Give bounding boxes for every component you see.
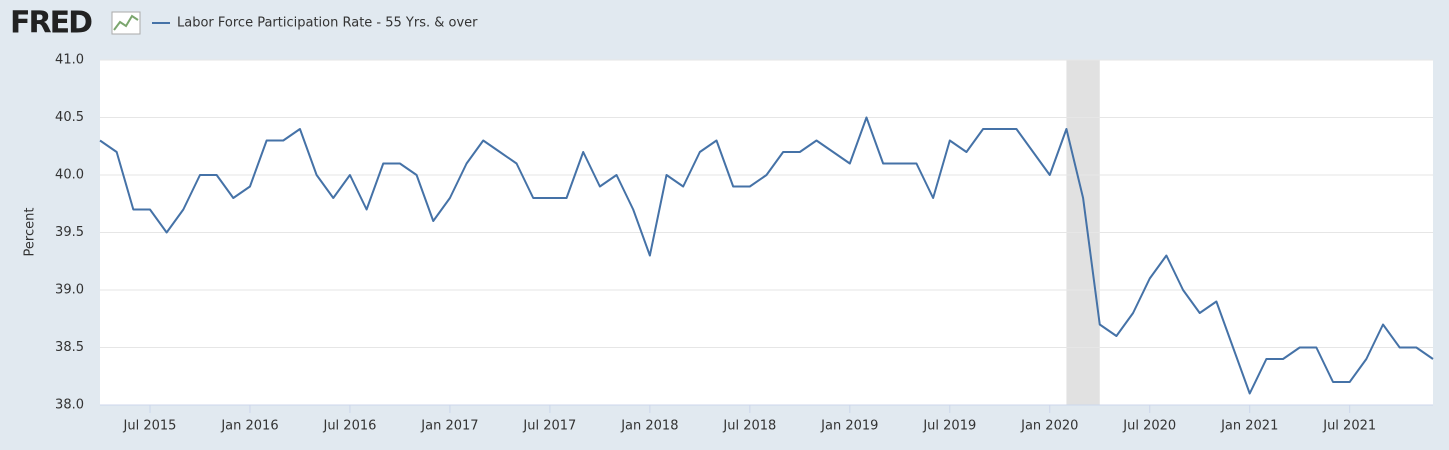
x-tick-label: Jan 2019 (820, 419, 878, 434)
y-tick-label: 38.5 (55, 340, 84, 355)
y-axis-label: Percent (23, 208, 38, 257)
y-tick-label: 40.5 (55, 110, 84, 125)
x-tick-label: Jan 2020 (1020, 419, 1078, 434)
y-tick-label: 38.0 (55, 398, 84, 413)
logo-icon (111, 11, 141, 35)
legend-label: Labor Force Participation Rate - 55 Yrs.… (177, 16, 478, 31)
x-tick-label: Jul 2021 (1322, 419, 1376, 434)
logo-icon-line (113, 14, 139, 31)
x-tick-label: Jul 2018 (722, 419, 776, 434)
x-tick-label: Jan 2021 (1220, 419, 1278, 434)
x-tick-label: Jul 2016 (322, 419, 376, 434)
x-tick-label: Jul 2017 (522, 419, 576, 434)
x-tick-label: Jul 2019 (922, 419, 976, 434)
x-tick-label: Jul 2020 (1122, 419, 1176, 434)
y-tick-label: 40.0 (55, 168, 84, 183)
y-tick-label: 39.0 (55, 283, 84, 298)
x-tick-label: Jan 2016 (220, 419, 278, 434)
x-tick-label: Jan 2018 (620, 419, 678, 434)
data-line (99, 116, 1434, 395)
logo: FRED (10, 6, 92, 41)
x-tick-label: Jul 2015 (123, 419, 177, 434)
x-tick-label: Jan 2017 (420, 419, 478, 434)
y-tick-label: 39.5 (55, 225, 84, 240)
y-tick-label: 41.0 (55, 53, 84, 68)
